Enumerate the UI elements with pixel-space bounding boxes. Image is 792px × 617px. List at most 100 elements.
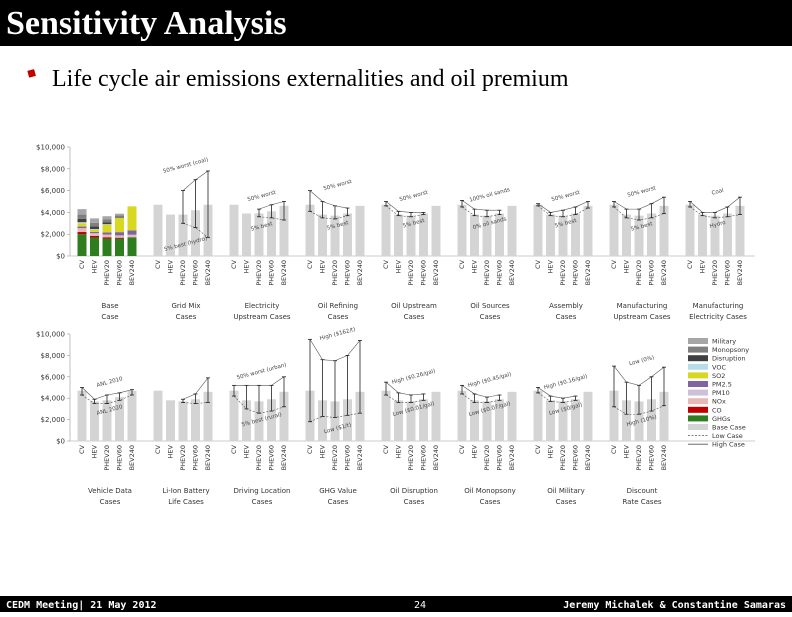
annotation: Low (0%) [629, 355, 655, 367]
x-tick-label: HEV [395, 444, 403, 458]
bar [508, 206, 517, 256]
x-tick-label: PHEV60 [116, 260, 124, 286]
stack-segment [128, 236, 137, 238]
panel-label: Grid Mix [171, 302, 200, 310]
annotation: 100% oil sands [469, 187, 511, 204]
panel-label: Cases [556, 313, 577, 321]
x-tick-label: PHEV20 [559, 260, 567, 286]
stack-segment [115, 239, 124, 256]
annotation: 50% worst (urban) [236, 362, 287, 381]
x-tick-label: BEV240 [280, 260, 288, 285]
x-tick-label: PHEV20 [483, 260, 491, 286]
annotation: 50% worst [399, 190, 429, 204]
annotation: High ($0.16/gal) [543, 374, 588, 391]
stack-segment [103, 216, 112, 219]
bar [242, 213, 251, 256]
high-case-line [310, 191, 348, 208]
stack-segment [115, 235, 124, 236]
legend-label: Low Case [712, 432, 743, 440]
x-tick-label: CV [78, 444, 86, 454]
stack-segment [103, 237, 112, 238]
low-case-line [386, 206, 424, 217]
panel-label: Rate Cases [622, 498, 661, 506]
panel-label: Upstream Cases [613, 313, 670, 321]
panel-label: Cases [100, 498, 121, 506]
y-tick-label: $4,000 [41, 395, 66, 403]
high-case-line [462, 200, 500, 210]
x-tick-label: PHEV60 [572, 445, 580, 471]
annotation: 50% worst [551, 190, 581, 204]
panel-label: Assembly [549, 302, 583, 310]
x-tick-label: PHEV20 [179, 260, 187, 286]
y-tick-label: $4,000 [41, 209, 66, 217]
stack-segment [78, 215, 87, 219]
legend-label: VOC [712, 363, 726, 371]
bar [318, 215, 327, 256]
x-tick-label: HEV [167, 444, 175, 458]
bar [394, 215, 403, 256]
x-tick-label: HEV [547, 259, 555, 273]
x-tick-label: CV [230, 444, 238, 454]
panel-label: Cases [480, 313, 501, 321]
x-tick-label: CV [230, 259, 238, 269]
legend-label: Disruption [712, 355, 746, 363]
x-tick-label: BEV240 [736, 260, 744, 285]
y-tick-label: $0 [56, 253, 65, 261]
x-tick-label: CV [458, 444, 466, 454]
low-case-line [538, 393, 576, 403]
panel-label: Cases [328, 313, 349, 321]
x-tick-label: HEV [395, 259, 403, 273]
x-tick-label: PHEV60 [648, 260, 656, 286]
x-tick-label: BEV240 [508, 445, 516, 470]
x-tick-label: CV [306, 444, 314, 454]
y-tick-label: $8,000 [41, 165, 66, 173]
x-tick-label: BEV240 [660, 260, 668, 285]
stack-segment [78, 227, 87, 229]
stack-segment [103, 225, 112, 233]
panel-label: Discount [627, 487, 658, 495]
x-tick-label: PHEV60 [192, 445, 200, 471]
bar [128, 391, 137, 441]
x-tick-label: PHEV60 [724, 260, 732, 286]
y-tick-label: $10,000 [36, 331, 65, 339]
stack-segment [78, 229, 87, 232]
high-case-line [690, 197, 740, 212]
legend-label: PM10 [712, 389, 730, 397]
x-tick-label: PHEV20 [255, 260, 263, 286]
bar [686, 205, 695, 256]
legend-swatch [688, 347, 708, 353]
x-tick-label: HEV [319, 259, 327, 273]
high-case-line [614, 366, 664, 385]
bar [622, 215, 631, 256]
x-tick-label: CV [610, 444, 618, 454]
panel-label: Oil Upstream [391, 302, 437, 310]
bar [394, 400, 403, 441]
y-tick-label: $6,000 [41, 187, 66, 195]
stack-segment [128, 235, 137, 236]
bar [534, 205, 543, 256]
bar [432, 206, 441, 256]
x-tick-label: BEV240 [128, 260, 136, 285]
panel-label: Cases [480, 498, 501, 506]
bar [90, 401, 99, 441]
stack-segment [103, 235, 112, 237]
bar [534, 391, 543, 441]
stack-segment [90, 237, 99, 256]
panel-label: Driving Location [233, 487, 290, 495]
x-tick-label: PHEV60 [268, 260, 276, 286]
x-tick-label: PHEV20 [255, 445, 263, 471]
stack-segment [78, 222, 87, 223]
x-tick-label: BEV240 [432, 445, 440, 470]
panel-label: Cases [252, 498, 273, 506]
y-tick-label: $10,000 [36, 144, 65, 152]
annotation: High ($0.45/gal) [467, 372, 512, 389]
panel-label: Manufacturing [693, 302, 744, 310]
x-tick-label: PHEV20 [331, 260, 339, 286]
x-tick-label: PHEV20 [483, 445, 491, 471]
stack-segment [90, 229, 99, 230]
low-case-line [310, 211, 348, 219]
x-tick-label: HEV [547, 444, 555, 458]
x-tick-label: CV [458, 259, 466, 269]
x-tick-label: HEV [319, 444, 327, 458]
